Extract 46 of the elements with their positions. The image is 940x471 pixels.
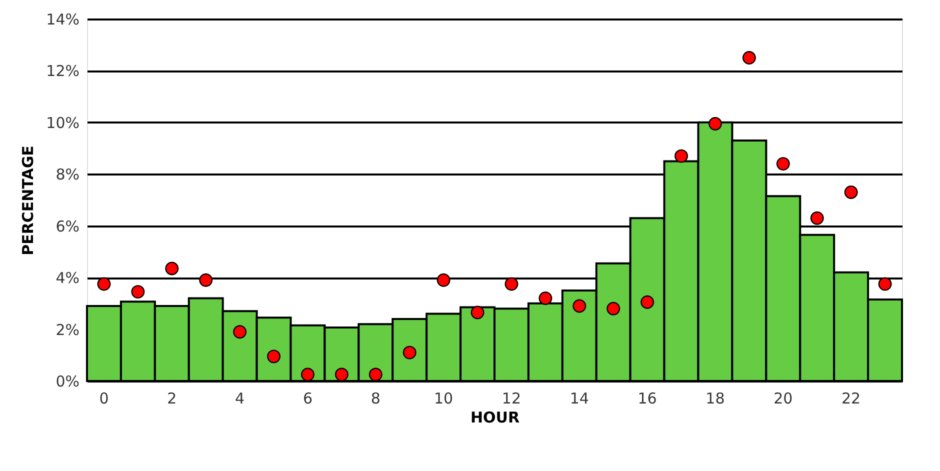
point xyxy=(131,285,145,299)
x-tick-label: 6 xyxy=(302,390,313,408)
x-tick-label: 14 xyxy=(570,390,589,408)
point xyxy=(674,149,688,163)
point xyxy=(233,325,247,339)
point xyxy=(708,117,722,130)
x-tick-label: 16 xyxy=(638,390,657,408)
point xyxy=(742,51,756,64)
x-tick-label: 4 xyxy=(235,390,245,408)
point xyxy=(334,368,348,382)
y-tick-label: 6% xyxy=(56,217,80,236)
point xyxy=(267,350,280,364)
y-tick-label: 10% xyxy=(46,114,80,132)
point xyxy=(97,277,111,291)
point xyxy=(301,368,314,382)
point xyxy=(640,295,654,309)
y-tick-label: 0% xyxy=(56,372,80,390)
x-tick-label: 22 xyxy=(842,390,861,408)
x-axis-title: HOUR xyxy=(470,408,520,426)
point xyxy=(368,368,382,382)
point xyxy=(776,157,790,171)
point xyxy=(470,306,484,320)
point xyxy=(538,292,552,305)
x-tick-label: 18 xyxy=(706,390,725,408)
x-tick-label: 2 xyxy=(167,390,177,408)
x-tick-label: 0 xyxy=(99,390,109,408)
y-tick-label: 12% xyxy=(46,62,80,80)
point xyxy=(844,186,858,199)
point xyxy=(436,273,450,287)
y-tick-label: 8% xyxy=(56,166,80,184)
x-tick-label: 10 xyxy=(434,390,454,408)
y-tick-label: 4% xyxy=(56,269,80,288)
x-tick-label: 20 xyxy=(774,390,793,408)
x-tick-label: 12 xyxy=(502,390,522,408)
x-tick-label: 8 xyxy=(370,390,380,408)
point xyxy=(199,273,213,287)
point xyxy=(165,262,179,276)
point xyxy=(572,299,586,313)
point xyxy=(810,211,824,225)
point xyxy=(606,302,620,316)
point xyxy=(402,346,416,360)
y-tick-label: 14% xyxy=(46,10,80,28)
y-axis-title: PERCENTAGE xyxy=(19,146,38,256)
y-tick-label: 2% xyxy=(56,320,80,339)
point xyxy=(878,277,892,291)
point xyxy=(504,277,518,291)
